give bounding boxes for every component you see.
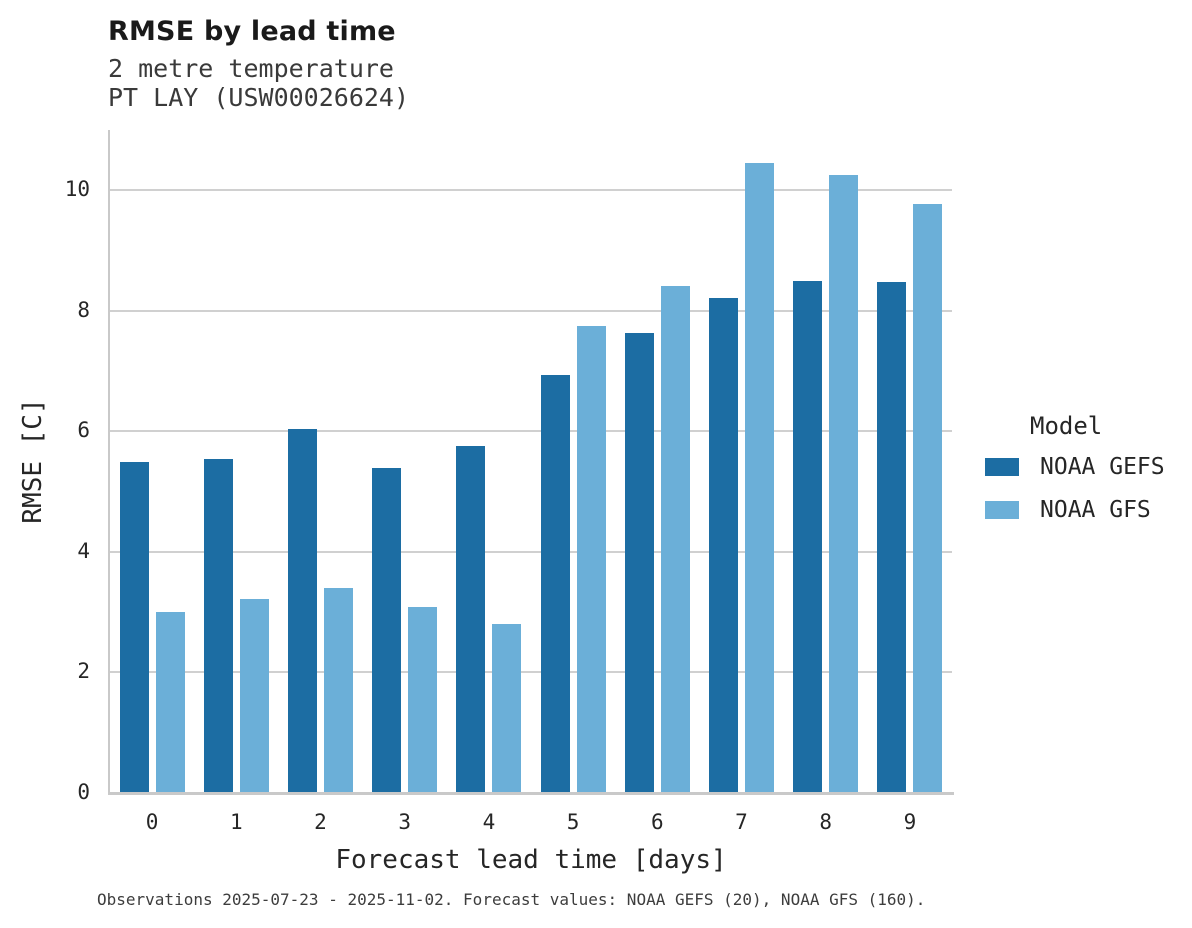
gridline-y-2	[110, 671, 952, 674]
x-tick-label-0: 0	[145, 810, 159, 834]
bar-noaa-gefs-day-5	[540, 374, 570, 793]
plot-area	[108, 130, 954, 795]
legend-label-noaa-gfs: NOAA GFS	[1040, 497, 1151, 523]
bar-noaa-gfs-day-0	[155, 612, 185, 793]
legend-row-noaa-gefs: NOAA GEFS	[985, 454, 1165, 480]
legend-row-noaa-gfs: NOAA GFS	[985, 497, 1165, 523]
y-tick-label-0: 0	[77, 780, 90, 805]
bar-noaa-gefs-day-2	[288, 428, 317, 793]
bar-noaa-gfs-day-2	[324, 588, 353, 793]
legend-swatch-noaa-gfs	[985, 501, 1019, 519]
bar-noaa-gfs-day-6	[660, 285, 690, 793]
x-tick-label-7: 7	[735, 810, 748, 834]
y-tick-label-6: 6	[77, 418, 90, 443]
gridline-y-8	[110, 309, 952, 312]
y-axis-label: RMSE [C]	[18, 398, 48, 524]
x-tick-label-4: 4	[482, 810, 496, 834]
bar-noaa-gefs-day-1	[203, 459, 233, 793]
y-tick-label-2: 2	[77, 659, 90, 684]
bar-noaa-gfs-day-5	[576, 326, 606, 793]
x-axis-line	[108, 792, 954, 795]
bar-noaa-gefs-day-4	[456, 446, 486, 793]
x-tick-label-5: 5	[566, 810, 580, 834]
bar-noaa-gefs-day-0	[119, 461, 149, 793]
bar-noaa-gfs-day-1	[239, 598, 269, 793]
x-axis-label: Forecast lead time [days]	[335, 845, 727, 875]
bar-noaa-gefs-day-3	[372, 467, 402, 793]
x-tick-label-8: 8	[819, 810, 833, 834]
y-tick-label-10: 10	[64, 177, 90, 202]
chart-subtitle-variable: 2 metre temperature	[108, 54, 394, 83]
gridline-y-4	[110, 550, 952, 553]
chart-title: RMSE by lead time	[108, 16, 396, 47]
bar-noaa-gfs-day-7	[745, 163, 774, 793]
bar-noaa-gfs-day-8	[829, 174, 859, 793]
y-tick-label-4: 4	[77, 538, 90, 563]
bar-noaa-gfs-day-9	[913, 203, 943, 793]
chart-caption: Observations 2025-07-23 - 2025-11-02. Fo…	[97, 890, 926, 909]
bar-noaa-gfs-day-3	[408, 606, 438, 793]
y-tick-label-8: 8	[77, 297, 90, 322]
bar-noaa-gefs-day-9	[877, 281, 907, 793]
gridline-y-6	[110, 430, 952, 433]
y-axis-spine	[108, 130, 110, 795]
legend-swatch-noaa-gefs	[985, 458, 1019, 476]
chart-header: RMSE by lead time 2 metre temperature PT…	[108, 16, 409, 112]
x-tick-label-3: 3	[398, 810, 412, 834]
bar-noaa-gefs-day-7	[709, 298, 738, 793]
legend: Model NOAA GEFS NOAA GFS	[985, 412, 1165, 540]
bar-noaa-gefs-day-6	[624, 332, 654, 793]
gridline-y-10	[110, 189, 952, 192]
legend-label-noaa-gefs: NOAA GEFS	[1040, 454, 1165, 480]
x-tick-label-1: 1	[229, 810, 243, 834]
bar-noaa-gfs-day-4	[492, 624, 522, 793]
x-tick-label-6: 6	[650, 810, 664, 834]
bar-noaa-gefs-day-8	[793, 280, 823, 793]
x-tick-label-2: 2	[314, 810, 327, 834]
x-tick-label-9: 9	[903, 810, 917, 834]
chart-subtitle-station: PT LAY (USW00026624)	[108, 83, 410, 112]
legend-title: Model	[1030, 412, 1103, 440]
